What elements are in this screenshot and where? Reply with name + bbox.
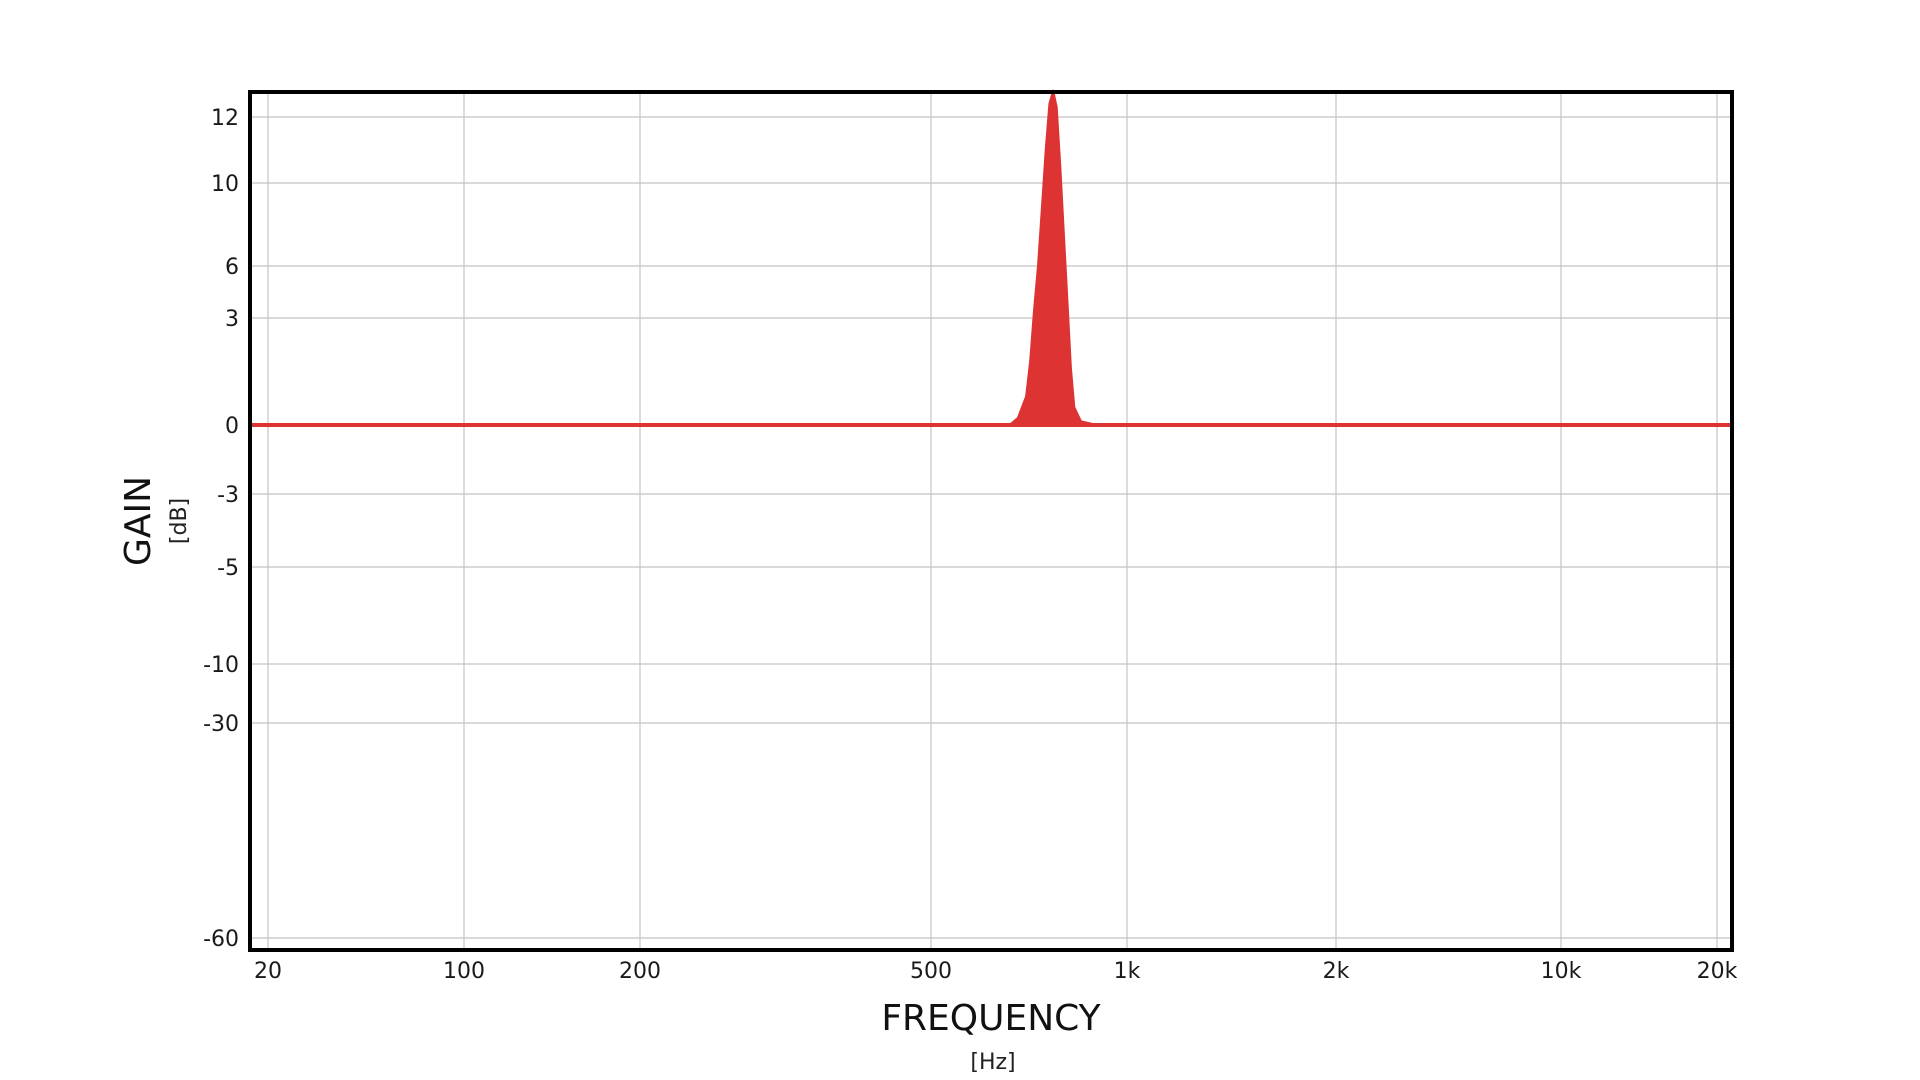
y-tick-label: -3 (217, 483, 239, 508)
y-tick-label: -5 (217, 556, 239, 581)
y-tick-label: -60 (203, 927, 239, 952)
y-tick-label: -30 (203, 712, 239, 737)
x-tick-label: 200 (619, 959, 661, 984)
response-series (250, 89, 1732, 427)
gain-peak-area (267, 89, 1718, 426)
y-tick-label: 0 (225, 414, 239, 439)
y-tick-label: -10 (203, 653, 239, 678)
grid-lines (250, 92, 1732, 950)
x-tick-labels: 20 100 200 500 1k 2k 10k 20k (254, 959, 1738, 984)
x-tick-label: 100 (443, 959, 485, 984)
x-tick-label: 1k (1114, 959, 1141, 984)
y-tick-labels: 12 10 6 3 0 -3 -5 -10 -30 -60 (203, 106, 239, 952)
y-tick-label: 6 (225, 255, 239, 280)
y-tick-label: 3 (225, 307, 239, 332)
x-tick-label: 2k (1323, 959, 1350, 984)
y-axis-title: GAIN (118, 476, 159, 566)
x-tick-label: 20k (1697, 959, 1738, 984)
y-tick-label: 12 (211, 106, 239, 131)
x-axis-title: FREQUENCY (881, 998, 1101, 1039)
x-axis-unit: [Hz] (970, 1050, 1015, 1075)
x-tick-label: 20 (254, 959, 282, 984)
x-tick-label: 500 (910, 959, 952, 984)
y-tick-label: 10 (211, 172, 239, 197)
plot-frame (248, 90, 1734, 952)
y-axis-unit: [dB] (167, 498, 192, 544)
x-tick-label: 10k (1541, 959, 1582, 984)
